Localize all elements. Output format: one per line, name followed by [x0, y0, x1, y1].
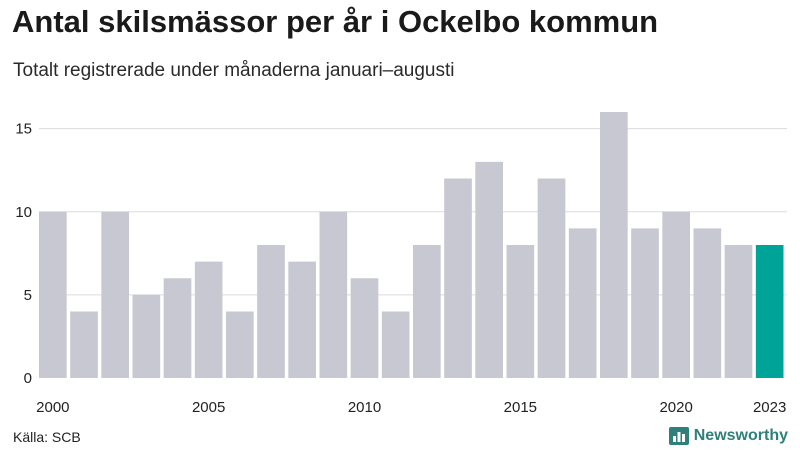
x-tick-label: 2015 — [504, 399, 537, 416]
bar-2010 — [350, 278, 379, 378]
bar-2015 — [506, 245, 535, 378]
bar-2002 — [101, 211, 129, 378]
bar-2022 — [724, 245, 753, 378]
x-tick-label: 2010 — [348, 399, 381, 416]
bar-2014 — [475, 161, 503, 379]
bar-2018 — [600, 112, 628, 378]
y-tick-label: 5 — [24, 287, 32, 304]
bar-2012 — [413, 245, 441, 378]
bar-2019 — [631, 228, 659, 379]
bar-2001 — [70, 311, 98, 378]
bar-2009 — [319, 211, 348, 378]
chart-subtitle: Totalt registrerade under månaderna janu… — [13, 60, 455, 81]
bar-2005 — [194, 261, 223, 379]
bar-2013 — [444, 178, 472, 378]
bar-chart-logo-icon — [668, 427, 689, 445]
bar-2016 — [537, 178, 566, 378]
bar-2011 — [381, 311, 410, 378]
x-tick-label: 2005 — [192, 399, 225, 416]
x-tick-label: 2000 — [36, 399, 69, 416]
bar-2000 — [39, 211, 67, 378]
bar-2020 — [662, 211, 690, 378]
bar-2003 — [132, 294, 161, 379]
bars — [39, 112, 784, 379]
bar-2004 — [163, 278, 192, 378]
y-axis-ticks: 0 5 10 15 — [15, 121, 32, 387]
bar-2006 — [226, 311, 254, 378]
source-note: Källa: SCB — [13, 429, 81, 445]
bar-2021 — [693, 228, 722, 379]
bar-2007 — [257, 245, 285, 378]
brand-logo: Newsworthy — [668, 427, 788, 445]
bar-2023 — [755, 245, 784, 378]
x-tick-label: 2020 — [659, 399, 692, 416]
y-tick-label: 15 — [15, 121, 32, 138]
bar-2017 — [568, 228, 597, 379]
bar-2008 — [288, 261, 316, 379]
x-axis-ticks: 2000 2005 2010 2015 2020 2023 — [36, 399, 786, 416]
bar-chart: 0 5 10 15 2000 2005 2010 2015 2020 2023 — [15, 112, 787, 416]
y-tick-label: 10 — [15, 204, 32, 221]
brand-name: Newsworthy — [693, 427, 788, 444]
y-tick-label: 0 — [24, 370, 32, 387]
chart-title: Antal skilsmässor per år i Ockelbo kommu… — [12, 4, 659, 39]
x-tick-label: 2023 — [753, 399, 786, 416]
